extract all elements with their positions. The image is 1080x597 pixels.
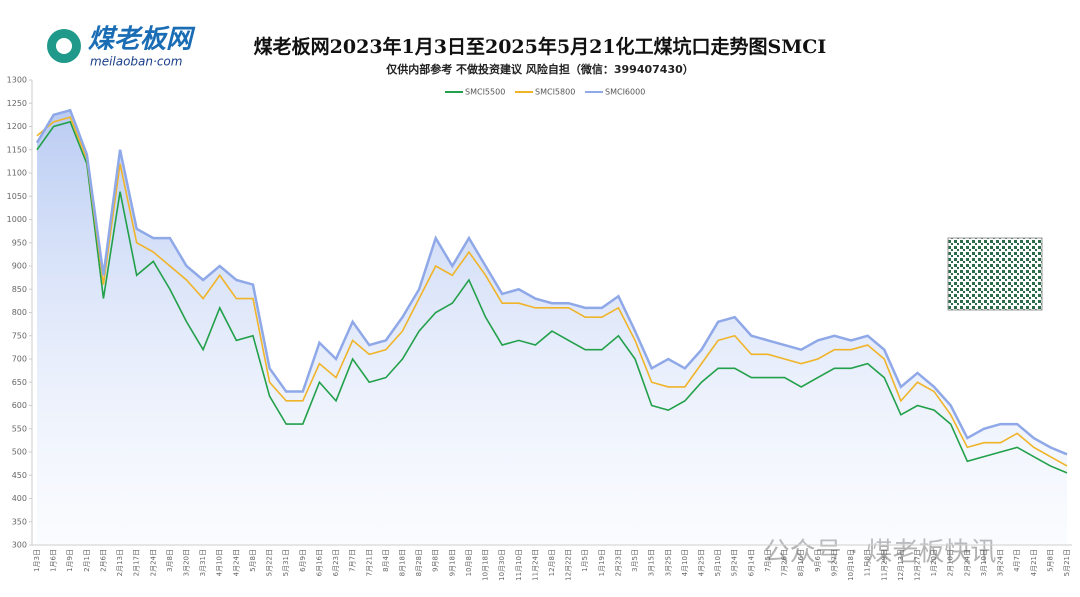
logo-icon-inner xyxy=(56,38,72,54)
x-tick-label: 3月5日 xyxy=(631,549,639,572)
x-tick-label: 11月8日 xyxy=(864,549,872,576)
x-tick-label: 9月27日 xyxy=(830,549,838,576)
y-tick-label: 950 xyxy=(12,238,27,247)
x-tick-label: 2月17日 xyxy=(133,549,141,576)
y-tick-label: 1050 xyxy=(7,192,27,201)
x-tick-label: 12月13日 xyxy=(897,549,905,581)
x-tick-label: 2月24日 xyxy=(963,549,971,576)
chart-subtitle: 仅供内部参考 不做投资建议 风险自担（微信：399407430） xyxy=(385,62,694,76)
x-tick-label: 11月10日 xyxy=(515,549,523,581)
y-tick-label: 400 xyxy=(12,494,27,503)
x-tick-label: 3月24日 xyxy=(997,549,1005,576)
y-tick-label: 350 xyxy=(12,517,27,526)
x-tick-label: 5月31日 xyxy=(282,549,290,576)
y-tick-label: 700 xyxy=(12,355,27,364)
x-tick-label: 1月3日 xyxy=(33,549,41,572)
series-line xyxy=(35,108,1068,456)
x-tick-label: 10月30日 xyxy=(498,549,506,581)
x-tick-label: 2月13日 xyxy=(116,549,124,576)
legend-label: SMCI5500 xyxy=(465,88,505,97)
qr-code xyxy=(947,237,1043,311)
x-tick-label: 8月16日 xyxy=(797,549,805,576)
x-tick-label: 9月8日 xyxy=(432,549,440,572)
x-tick-label: 12月8日 xyxy=(548,549,556,576)
x-tick-label: 5月22日 xyxy=(266,549,274,576)
x-tick-label: 8月4日 xyxy=(382,549,390,572)
y-tick-label: 900 xyxy=(12,262,27,271)
x-tick-label: 1月6日 xyxy=(50,549,58,572)
y-tick-label: 500 xyxy=(12,448,27,457)
x-tick-label: 7月26日 xyxy=(781,549,789,576)
x-tick-label: 8月28日 xyxy=(415,549,423,576)
y-tick-label: 600 xyxy=(12,401,27,410)
y-tick-label: 1300 xyxy=(7,76,27,85)
y-tick-label: 1200 xyxy=(7,122,27,131)
x-tick-label: 10月18日 xyxy=(847,549,855,581)
x-tick-label: 7月5日 xyxy=(764,549,772,572)
y-tick-label: 650 xyxy=(12,378,27,387)
x-tick-label: 3月15日 xyxy=(648,549,656,576)
x-tick-label: 2月6日 xyxy=(99,549,107,572)
x-tick-label: 5月21日 xyxy=(1063,549,1071,576)
x-tick-label: 4月10日 xyxy=(216,549,224,576)
x-tick-label: 9月18日 xyxy=(448,549,456,576)
x-tick-label: 3月25日 xyxy=(664,549,672,576)
chart-title: 煤老板网2023年1月3日至2025年5月21化工煤坑口走势图SMCI xyxy=(254,35,827,58)
logo-domain: meilaoban·com xyxy=(90,55,182,69)
logo: 煤老板网 meilaoban·com xyxy=(47,25,196,69)
x-tick-label: 5月10日 xyxy=(714,549,722,576)
x-tick-label: 6月14日 xyxy=(747,549,755,576)
x-tick-label: 11月29日 xyxy=(880,549,888,581)
x-tick-label: 10月18日 xyxy=(482,549,490,581)
area xyxy=(37,110,1067,545)
x-tick-label: 5月8日 xyxy=(249,549,257,572)
y-tick-label: 1150 xyxy=(7,145,27,154)
y-tick-label: 450 xyxy=(12,471,27,480)
y-tick-label: 1100 xyxy=(7,169,27,178)
x-tick-label: 1月19日 xyxy=(598,549,606,576)
y-tick-label: 800 xyxy=(12,308,27,317)
x-tick-label: 7月7日 xyxy=(349,549,357,572)
logo-name: 煤老板网 xyxy=(88,25,196,55)
x-tick-label: 1月9日 xyxy=(66,549,74,572)
x-tick-label: 3月8日 xyxy=(166,549,174,572)
legend-label: SMCI6000 xyxy=(605,88,645,97)
x-tick-label: 12月22日 xyxy=(565,549,573,581)
x-tick-label: 4月21日 xyxy=(1030,549,1038,576)
x-tick-label: 7月21日 xyxy=(365,549,373,576)
x-tick-label: 4月25日 xyxy=(698,549,706,576)
x-tick-label: 3月20日 xyxy=(183,549,191,576)
y-tick-label: 850 xyxy=(12,285,27,294)
series-line xyxy=(36,116,1068,467)
y-tick-label: 750 xyxy=(12,331,27,340)
x-tick-label: 6月9日 xyxy=(299,549,307,572)
x-tick-label: 1月20日 xyxy=(930,549,938,576)
x-tick-label: 3月10日 xyxy=(980,549,988,576)
legend-label: SMCI5800 xyxy=(535,88,575,97)
x-tick-label: 6月16日 xyxy=(315,549,323,576)
x-tick-label: 6月23日 xyxy=(332,549,340,576)
x-tick-label: 2月24日 xyxy=(149,549,157,576)
x-tick-label: 11月24日 xyxy=(531,549,539,581)
x-tick-label: 8月18日 xyxy=(398,549,406,576)
x-tick-label: 2月1日 xyxy=(83,549,91,572)
x-tick-label: 1月5日 xyxy=(581,549,589,572)
series-line xyxy=(36,120,1068,474)
x-tick-label: 9月6日 xyxy=(814,549,822,572)
x-tick-label: 5月8日 xyxy=(1046,549,1054,572)
y-tick-label: 1000 xyxy=(7,215,27,224)
x-tick-label: 4月10日 xyxy=(681,549,689,576)
x-tick-label: 4月24日 xyxy=(232,549,240,576)
x-tick-label: 2月10日 xyxy=(947,549,955,576)
y-tick-label: 300 xyxy=(12,541,27,550)
x-tick-label: 12月27日 xyxy=(913,549,921,581)
x-tick-label: 5月24日 xyxy=(731,549,739,576)
x-tick-label: 4月7日 xyxy=(1013,549,1021,572)
y-tick-label: 550 xyxy=(12,424,27,433)
x-tick-label: 10月8日 xyxy=(465,549,473,576)
y-tick-label: 1250 xyxy=(7,99,27,108)
x-tick-label: 2月23日 xyxy=(614,549,622,576)
x-tick-label: 3月31日 xyxy=(199,549,207,576)
